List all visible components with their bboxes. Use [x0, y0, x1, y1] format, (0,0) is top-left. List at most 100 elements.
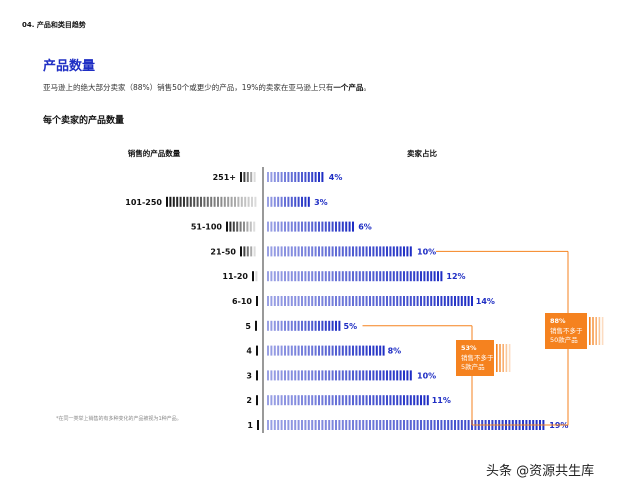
right-bar-stripe	[399, 246, 402, 257]
category-label: 3	[246, 371, 252, 380]
right-bar-stripe	[273, 172, 276, 182]
left-bar-stripe	[179, 196, 182, 207]
right-bar-stripe	[348, 345, 351, 356]
right-bar-stripe	[321, 420, 324, 430]
right-bar-stripe	[396, 370, 399, 381]
left-bar	[226, 221, 256, 232]
right-bar-stripe	[304, 420, 307, 430]
left-bar-stripe	[240, 196, 243, 207]
right-bar-stripe	[369, 370, 371, 381]
category-label: 11-20	[222, 272, 248, 281]
right-bar-stripe	[379, 271, 382, 282]
right-bar-stripe	[341, 420, 344, 430]
right-bar-stripe	[287, 370, 290, 381]
right-bar-stripe	[464, 420, 467, 430]
right-bar-stripe	[301, 172, 303, 182]
left-bar-stripe	[183, 196, 185, 207]
right-bar-stripe	[416, 395, 419, 406]
right-bar-stripe	[416, 296, 419, 306]
right-bar-stripe	[290, 271, 293, 282]
left-bar	[166, 196, 257, 207]
right-bar-stripe	[443, 296, 446, 306]
value-label: 14%	[476, 297, 495, 306]
category-label: 2	[246, 396, 252, 405]
right-bar-stripe	[294, 370, 297, 381]
right-bar-stripe	[294, 172, 297, 182]
page-subtitle: 亚马逊上的绝大部分卖家（88%）销售50个或更少的产品，19%的卖家在亚马逊上只…	[43, 82, 371, 93]
category-label: 251+	[213, 173, 236, 182]
right-bar-stripe	[297, 320, 300, 331]
right-bar-stripe	[338, 420, 341, 430]
right-bar-stripe	[270, 395, 273, 406]
right-bar-stripe	[267, 172, 269, 182]
right-bar-stripe	[311, 221, 314, 232]
left-bar-stripe	[232, 221, 235, 232]
value-label: 3%	[314, 198, 328, 207]
right-bar-stripe	[290, 345, 293, 356]
value-label: 4%	[329, 173, 343, 182]
annotation-stripe	[589, 317, 591, 345]
right-bar-stripe	[460, 420, 463, 430]
right-bar-stripe	[352, 420, 354, 430]
right-bar-stripe	[382, 271, 385, 282]
right-bar	[267, 172, 324, 182]
right-bar-stripe	[433, 296, 436, 306]
right-bar-stripe	[386, 271, 388, 282]
right-bar-stripe	[331, 370, 334, 381]
right-bar-stripe	[345, 370, 348, 381]
right-bar-stripe	[399, 271, 402, 282]
right-bar-stripe	[338, 395, 341, 406]
right-bar-stripe	[457, 420, 460, 430]
right-bar-stripe	[338, 296, 341, 306]
right-bar-stripe	[358, 246, 361, 257]
right-bar-stripe	[372, 271, 375, 282]
right-bar-stripe	[426, 395, 429, 406]
right-bar	[267, 395, 429, 406]
right-bar-stripe	[365, 271, 368, 282]
right-bar-stripe	[382, 296, 385, 306]
right-bar-stripe	[321, 345, 324, 356]
right-bar-stripe	[284, 345, 286, 356]
right-bar-stripe	[297, 296, 300, 306]
right-bar-stripe	[379, 420, 382, 430]
right-bar-stripe	[267, 196, 269, 207]
right-bar-stripe	[396, 420, 399, 430]
right-bar-stripe	[277, 172, 280, 182]
category-label: 6-10	[232, 297, 252, 306]
right-bar-stripe	[362, 370, 365, 381]
right-bar-stripe	[369, 395, 371, 406]
right-bar-stripe	[430, 296, 433, 306]
right-bar-stripe	[331, 320, 334, 331]
right-bar-stripe	[440, 271, 443, 282]
right-bar-stripe	[314, 221, 317, 232]
left-bar-stripe	[250, 246, 253, 257]
right-bar-stripe	[375, 420, 378, 430]
left-bar-stripe	[253, 172, 256, 182]
right-bar-stripe	[341, 271, 344, 282]
left-bar-stripe	[196, 196, 199, 207]
right-bar-stripe	[273, 271, 276, 282]
right-bar-stripe	[362, 395, 365, 406]
right-bar-stripe	[420, 395, 422, 406]
right-bar-stripe	[352, 296, 354, 306]
right-bar-stripe	[338, 370, 341, 381]
right-bar-stripe	[471, 296, 473, 306]
left-bar-stripe	[176, 196, 179, 207]
right-bar-stripe	[423, 271, 426, 282]
right-bar-stripe	[345, 395, 348, 406]
right-bar-stripe	[307, 246, 310, 257]
right-bar-stripe	[318, 221, 320, 232]
left-bar-stripe	[254, 196, 257, 207]
left-bar-stripe	[255, 271, 258, 282]
right-bar-stripe	[362, 271, 365, 282]
right-bar-stripe	[287, 196, 290, 207]
right-bar-stripe	[314, 320, 317, 331]
right-bar-stripe	[301, 320, 303, 331]
right-bar-stripe	[304, 296, 307, 306]
right-bar-stripe	[362, 246, 365, 257]
right-bar-stripe	[406, 246, 409, 257]
value-label: 10%	[417, 247, 436, 256]
right-bar-stripe	[382, 246, 385, 257]
right-bar-stripe	[328, 271, 331, 282]
annotation-stripe	[601, 317, 604, 345]
